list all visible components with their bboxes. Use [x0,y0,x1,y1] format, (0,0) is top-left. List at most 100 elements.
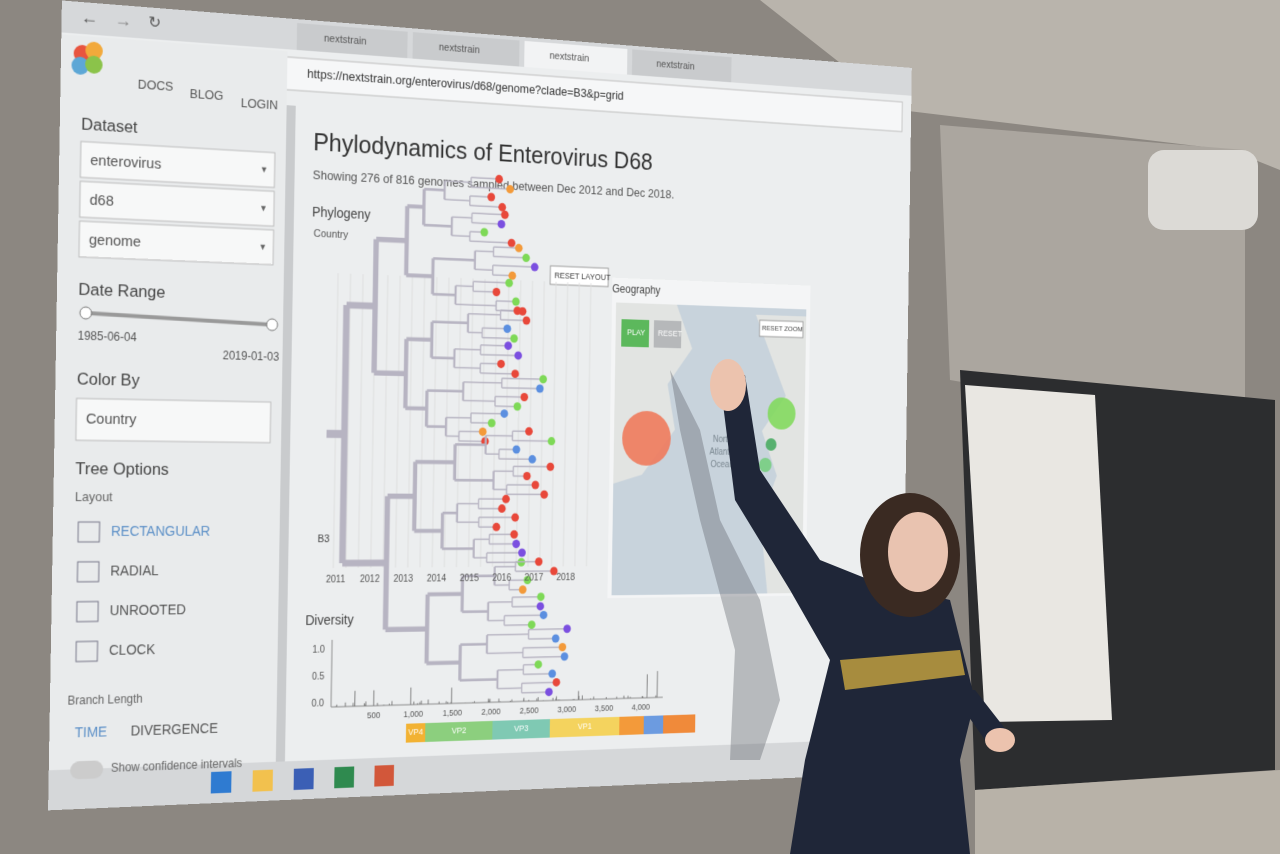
dropdown-arrow: ▼ [260,165,268,175]
tree-branch [342,305,346,563]
tree-branch [512,441,551,442]
map-label: Atlantic [709,447,735,457]
tree-branch [452,236,470,237]
address-bar[interactable] [276,56,902,131]
tree-branch [385,496,387,629]
panel-title: Phylogeny [312,203,371,221]
tree-branch [406,339,431,340]
taskbar-icon[interactable] [374,764,395,787]
nav-link: BLOG [190,86,224,103]
browser-tab[interactable] [296,23,408,59]
dropdown-value: d68 [89,193,113,210]
tree-branch [433,258,475,260]
x-tick-label: 2017 [524,573,543,583]
tree-branch [424,189,425,225]
taskbar-icon[interactable] [252,769,273,792]
tree-branch [452,217,472,218]
projection: ← → ↻ nextstrain nextstrain nextstrain next… [48,0,912,811]
tree-branch [427,594,428,663]
browser-tab[interactable] [412,32,520,67]
tree-branch [460,645,461,681]
toggle[interactable] [70,760,104,780]
tree-branch [460,644,487,645]
tab-title: nextstrain [324,33,367,48]
back-button[interactable]: ← [81,7,99,28]
refresh-button[interactable]: ↻ [148,14,161,32]
dropdown[interactable] [80,141,275,187]
tree-branch [463,382,502,383]
map-label: North [713,434,732,444]
slider-handle[interactable] [80,307,92,319]
tree-branch [487,653,523,654]
tree-branch [522,682,557,683]
x-tick-label: 1,000 [403,709,423,719]
tree-branch [502,378,543,379]
ledge [975,770,1280,854]
tree-branch [455,444,456,480]
tree-branch [424,225,452,226]
layout-option: CLOCK [109,641,156,658]
forward-button[interactable]: → [115,9,133,30]
x-tick-label: 2011 [326,574,346,585]
sub-label: Branch Length [67,692,142,708]
taskbar-icon[interactable] [210,771,232,794]
nav-link: DOCS [138,77,174,94]
taskbar-icon[interactable] [293,768,314,791]
map-label: Ocean [710,460,733,470]
slider-handle[interactable] [266,319,277,331]
tree-branch [504,615,543,616]
tree-branch [432,322,468,323]
tree-branch [500,320,526,321]
tree-branch [407,206,424,207]
section-label: Dataset [81,115,138,137]
x-tick-label: 2016 [492,573,511,584]
tree-branch [432,358,455,359]
tree-branch [455,349,481,350]
section-label: Date Range [78,280,165,302]
ceiling [760,0,1280,170]
taskbar [48,738,902,811]
dropdown-value: Country [86,411,137,428]
panel-title: Diversity [305,611,354,627]
sub-label: Layout [75,489,113,504]
tree-branch [480,373,515,374]
browser-tab[interactable] [631,49,732,83]
tree-branch [456,286,474,287]
tree-branch [497,688,521,689]
tree-branch [498,670,524,671]
tree-branch [495,396,524,397]
tree-branch [427,391,463,392]
tree-branch [523,647,562,648]
dropdown[interactable] [79,221,274,265]
taskbar-icon[interactable] [334,766,355,789]
x-tick-label: 2,500 [520,706,539,716]
toggle-label: Show confidence intervals [111,756,243,775]
tree-branch [482,338,514,339]
speaker [1148,150,1258,230]
gene-label: VP4 [408,727,423,737]
tree-branch [374,239,376,373]
button-label: RESET LAYOUT [554,271,611,283]
dropdown[interactable] [80,181,275,226]
tab-title: nextstrain [549,50,589,64]
x-tick-label: 3,000 [557,705,576,715]
tree-branch [424,189,444,190]
tree-branch [405,339,406,408]
tree-branch [487,634,528,635]
tree-branch [406,275,433,276]
tree-branch [463,401,495,402]
dropdown[interactable] [76,398,271,442]
gene-label: VP2 [452,726,467,736]
dropdown-value: enterovirus [90,153,161,173]
branch-option: DIVERGENCE [131,720,219,739]
dropdown-arrow: ▼ [259,242,267,252]
x-tick-label: 4,000 [632,702,650,712]
tree-branch [502,388,540,389]
x-tick-label: 500 [367,711,380,721]
tree-branch [475,251,493,252]
tree-branch [347,305,376,306]
browser-tab[interactable] [524,40,628,75]
tree-branch [442,513,443,549]
x-tick-label: 2018 [556,572,575,582]
